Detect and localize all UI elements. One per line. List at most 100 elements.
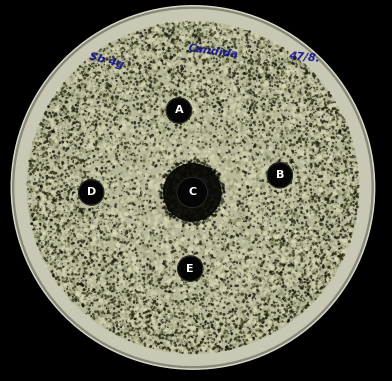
- Point: [302, 175, 308, 181]
- Point: [265, 215, 271, 221]
- Point: [114, 156, 120, 162]
- Point: [223, 261, 229, 267]
- Point: [256, 262, 262, 268]
- Point: [215, 171, 221, 178]
- Point: [225, 206, 232, 212]
- Point: [330, 195, 336, 201]
- Point: [339, 254, 345, 260]
- Point: [341, 214, 347, 220]
- Point: [192, 269, 198, 275]
- Point: [29, 162, 36, 168]
- Point: [284, 253, 290, 259]
- Point: [229, 53, 235, 59]
- Point: [191, 159, 198, 165]
- Point: [193, 166, 199, 172]
- Point: [84, 153, 91, 159]
- Point: [260, 220, 266, 226]
- Point: [330, 178, 336, 184]
- Point: [291, 256, 298, 262]
- Point: [213, 301, 219, 307]
- Point: [87, 215, 93, 221]
- Point: [285, 163, 291, 169]
- Point: [301, 211, 307, 217]
- Point: [158, 189, 164, 195]
- Point: [119, 140, 125, 146]
- Point: [227, 74, 233, 80]
- Point: [180, 277, 186, 283]
- Point: [312, 141, 318, 147]
- Point: [257, 134, 263, 140]
- Point: [254, 281, 260, 287]
- Point: [49, 179, 55, 185]
- Point: [258, 224, 264, 230]
- Point: [276, 232, 282, 239]
- Point: [103, 263, 109, 269]
- Point: [51, 174, 58, 181]
- Point: [296, 58, 303, 64]
- Point: [110, 127, 116, 133]
- Point: [165, 287, 171, 293]
- Point: [164, 347, 171, 353]
- Point: [63, 167, 69, 173]
- Point: [179, 157, 185, 163]
- Point: [273, 215, 279, 221]
- Point: [103, 122, 109, 128]
- Point: [219, 98, 225, 104]
- Point: [184, 75, 190, 81]
- Point: [191, 152, 197, 158]
- Point: [147, 184, 154, 190]
- Point: [310, 155, 317, 161]
- Point: [182, 298, 188, 304]
- Point: [121, 254, 127, 260]
- Point: [213, 92, 219, 98]
- Point: [159, 210, 165, 216]
- Point: [199, 84, 205, 90]
- Point: [164, 279, 171, 285]
- Point: [166, 226, 172, 232]
- Point: [85, 91, 91, 97]
- Point: [76, 87, 82, 93]
- Point: [261, 234, 267, 240]
- Point: [256, 72, 262, 78]
- Point: [285, 223, 291, 229]
- Point: [177, 349, 183, 355]
- Point: [91, 266, 97, 272]
- Point: [247, 158, 253, 164]
- Point: [169, 43, 175, 49]
- Point: [156, 44, 163, 50]
- Point: [290, 250, 297, 256]
- Point: [105, 192, 111, 199]
- Point: [250, 176, 256, 182]
- Point: [227, 217, 233, 223]
- Point: [183, 57, 189, 63]
- Point: [319, 153, 326, 159]
- Point: [217, 65, 223, 71]
- Point: [177, 170, 183, 176]
- Point: [76, 227, 82, 234]
- Point: [325, 215, 332, 221]
- Point: [103, 65, 110, 71]
- Point: [127, 67, 134, 74]
- Point: [268, 243, 274, 249]
- Point: [292, 56, 298, 62]
- Point: [60, 93, 66, 99]
- Point: [291, 301, 297, 307]
- Point: [162, 45, 169, 51]
- Point: [234, 233, 241, 239]
- Point: [215, 72, 221, 78]
- Point: [58, 268, 64, 274]
- Point: [309, 258, 315, 264]
- Point: [69, 296, 75, 302]
- Point: [311, 238, 318, 244]
- Point: [99, 270, 105, 276]
- Point: [224, 85, 230, 91]
- Point: [228, 184, 234, 190]
- Point: [288, 166, 294, 173]
- Point: [192, 63, 198, 69]
- Point: [105, 139, 112, 145]
- Point: [154, 50, 160, 56]
- Point: [312, 92, 318, 98]
- Point: [129, 216, 135, 222]
- Point: [298, 249, 305, 255]
- Point: [197, 239, 203, 245]
